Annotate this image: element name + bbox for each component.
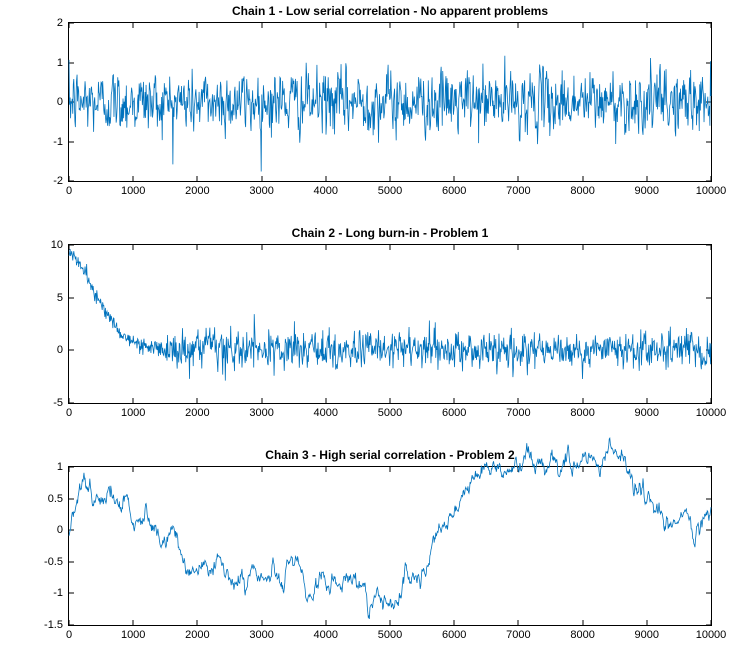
xtick-label: 6000	[442, 407, 466, 419]
xtick-label: 9000	[635, 407, 659, 419]
axes: -2-1012010002000300040005000600070008000…	[68, 22, 712, 182]
ytick-label: 0	[57, 524, 63, 536]
xtick-label: 0	[66, 629, 72, 641]
series-path	[69, 56, 711, 172]
xtick-label: 4000	[314, 185, 338, 197]
ytick-label: 0	[57, 96, 63, 108]
xtick-label: 10000	[696, 629, 727, 641]
subplot-title: Chain 1 - Low serial correlation - No ap…	[68, 4, 712, 18]
xtick-label: 1000	[121, 407, 145, 419]
ytick-label: 0.5	[48, 493, 63, 505]
figure: Chain 1 - Low serial correlation - No ap…	[0, 0, 752, 660]
ytick-label: 10	[51, 239, 63, 251]
ytick-label: 2	[57, 17, 63, 29]
subplot-chain-3: Chain 3 - High serial correlation - Prob…	[68, 466, 712, 626]
xtick-label: 2000	[185, 629, 209, 641]
xtick-label: 5000	[378, 629, 402, 641]
axes: -1.5-1-0.500.510100020003000400050006000…	[68, 466, 712, 626]
xtick-label: 1000	[121, 185, 145, 197]
xtick-label: 3000	[249, 407, 273, 419]
subplot-title: Chain 2 - Long burn-in - Problem 1	[68, 226, 712, 240]
trace-line	[69, 245, 711, 403]
ytick-label: -1	[53, 136, 63, 148]
ytick-label: 1	[57, 57, 63, 69]
subplot-chain-1: Chain 1 - Low serial correlation - No ap…	[68, 22, 712, 182]
xtick-label: 7000	[506, 407, 530, 419]
xtick-label: 7000	[506, 185, 530, 197]
xtick-label: 1000	[121, 629, 145, 641]
xtick-label: 9000	[635, 185, 659, 197]
ytick-label: -1.5	[44, 619, 63, 631]
xtick-label: 0	[66, 185, 72, 197]
trace-line	[69, 23, 711, 181]
trace-line	[69, 467, 711, 625]
ytick-label: 5	[57, 292, 63, 304]
xtick-label: 5000	[378, 185, 402, 197]
xtick-label: 7000	[506, 629, 530, 641]
ytick-label: -5	[53, 397, 63, 409]
ytick-label: -1	[53, 587, 63, 599]
ytick-label: 0	[57, 344, 63, 356]
series-path	[69, 438, 711, 619]
xtick-label: 9000	[635, 629, 659, 641]
xtick-label: 2000	[185, 185, 209, 197]
xtick-label: 3000	[249, 629, 273, 641]
xtick-label: 8000	[570, 407, 594, 419]
xtick-label: 6000	[442, 185, 466, 197]
ytick-label: -2	[53, 175, 63, 187]
xtick-label: 10000	[696, 185, 727, 197]
xtick-label: 0	[66, 407, 72, 419]
ytick-label: 1	[57, 461, 63, 473]
xtick-label: 8000	[570, 185, 594, 197]
xtick-label: 2000	[185, 407, 209, 419]
series-path	[69, 249, 711, 381]
xtick-label: 8000	[570, 629, 594, 641]
xtick-label: 10000	[696, 407, 727, 419]
xtick-label: 3000	[249, 185, 273, 197]
xtick-label: 5000	[378, 407, 402, 419]
axes: -505100100020003000400050006000700080009…	[68, 244, 712, 404]
xtick-label: 4000	[314, 407, 338, 419]
xtick-label: 6000	[442, 629, 466, 641]
ytick-label: -0.5	[44, 556, 63, 568]
xtick-label: 4000	[314, 629, 338, 641]
subplot-chain-2: Chain 2 - Long burn-in - Problem 1-50510…	[68, 244, 712, 404]
